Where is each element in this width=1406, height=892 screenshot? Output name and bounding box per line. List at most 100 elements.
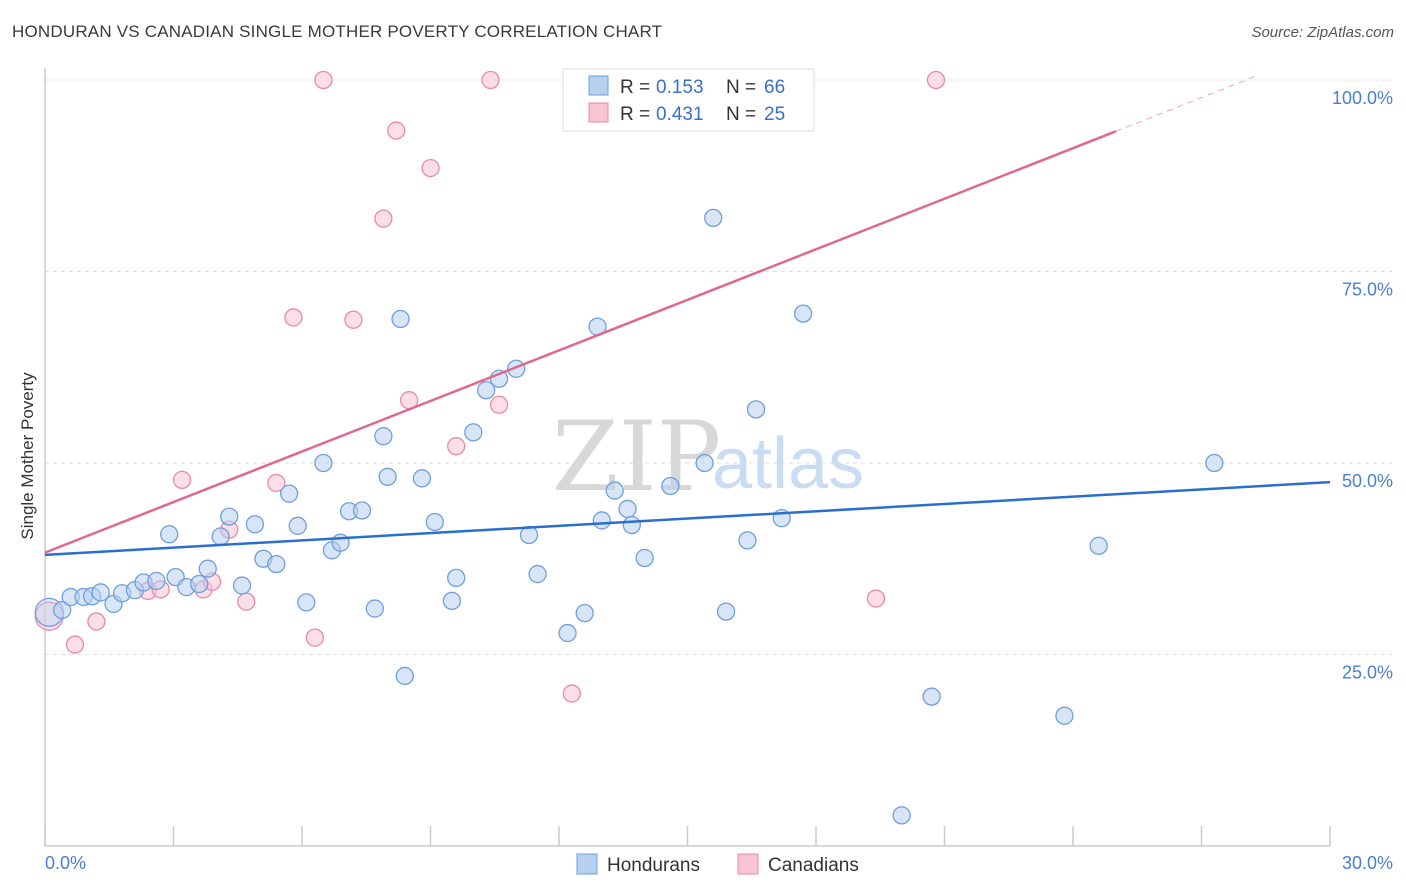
hondurans-point: [220, 507, 239, 526]
hondurans-point: [695, 453, 714, 473]
hondurans-point: [1205, 453, 1224, 473]
canadians-point: [447, 436, 466, 456]
hondurans-point: [661, 476, 680, 496]
watermark-atlas: atlas: [712, 424, 864, 504]
y-tick-labels: 25.0% 50.0% 75.0% 100.0%: [1332, 88, 1393, 683]
hondurans-point: [52, 600, 72, 620]
canadians-point: [172, 470, 192, 490]
hondurans-point: [198, 559, 217, 578]
x-tick-label-max: 30.0%: [1342, 853, 1393, 873]
hondurans-point: [892, 806, 911, 825]
trend-lines: [44, 75, 1331, 557]
hondurans-point: [91, 583, 110, 602]
bottom-legend: Hondurans Canadians: [576, 853, 859, 876]
canadians-point: [344, 310, 363, 329]
hondurans-point: [378, 467, 397, 486]
legend-n-label-hondurans: N =: [726, 77, 756, 98]
hondurans-point: [605, 481, 624, 500]
canadians-point: [489, 395, 509, 414]
watermark-zip: ZIP: [552, 401, 721, 513]
y-axis-label: Single Mother Poverty: [18, 372, 37, 540]
legend-r-label-hondurans: R =: [620, 77, 650, 98]
bottom-legend-canadians: Canadians: [768, 855, 859, 876]
hondurans-point: [160, 525, 179, 544]
hondurans-point: [211, 527, 230, 546]
hondurans-point: [442, 591, 462, 611]
hondurans-point: [477, 381, 496, 400]
hondurans-point: [922, 687, 941, 706]
chart-title: HONDURAN VS CANADIAN SINGLE MOTHER POVER…: [12, 22, 663, 41]
legend-r-value-canadians: 0.431: [656, 104, 704, 125]
hondurans-points: [34, 208, 1224, 825]
hondurans-point: [635, 548, 654, 568]
hondurans-point: [558, 623, 577, 643]
canadians-point: [481, 70, 500, 90]
canadians-point: [387, 121, 406, 140]
hondurans-point: [190, 574, 209, 594]
canadians-point: [65, 635, 85, 654]
canadians-point: [866, 589, 886, 608]
hondurans-point: [622, 515, 641, 535]
legend-box: R = 0.153 N = 66 R = 0.431 N = 25: [562, 68, 815, 132]
canadians-trend-line: [44, 130, 1117, 554]
legend-n-value-canadians: 25: [764, 104, 785, 125]
y-tick-label: 50.0%: [1342, 471, 1393, 491]
bottom-legend-hondurans: Hondurans: [607, 855, 700, 876]
hondurans-point: [314, 453, 333, 473]
legend-swatch-canadians: [588, 102, 609, 123]
bottom-legend-swatch-canadians: [737, 853, 759, 875]
hondurans-point: [746, 400, 766, 419]
hondurans-point: [245, 515, 265, 534]
hondurans-point: [288, 516, 307, 535]
hondurans-point: [1055, 706, 1074, 725]
hondurans-point: [279, 484, 299, 503]
canadians-point: [314, 70, 333, 90]
hondurans-point: [395, 666, 414, 686]
y-tick-label: 100.0%: [1332, 88, 1393, 108]
legend-swatch-hondurans: [588, 75, 609, 96]
canadians-point: [267, 473, 286, 493]
legend-r-value-hondurans: 0.153: [656, 77, 704, 98]
hondurans-point: [412, 469, 432, 488]
canadians-point: [562, 684, 581, 703]
hondurans-point: [374, 427, 393, 446]
hondurans-trend-line: [44, 480, 1331, 557]
hondurans-point: [297, 593, 316, 612]
hondurans-point: [794, 304, 813, 323]
grid-lines: [45, 79, 1392, 655]
x-tick-label-min: 0.0%: [45, 853, 86, 873]
y-tick-label: 25.0%: [1342, 663, 1393, 683]
hondurans-point: [447, 568, 466, 588]
hondurans-point: [147, 571, 166, 591]
legend-n-label-canadians: N =: [726, 104, 756, 125]
hondurans-point: [391, 309, 410, 329]
hondurans-point: [592, 511, 611, 530]
hondurans-point: [1089, 536, 1108, 555]
legend-n-value-hondurans: 66: [764, 77, 785, 98]
hondurans-point: [365, 599, 384, 618]
bottom-legend-swatch-hondurans: [576, 853, 598, 875]
hondurans-point: [267, 554, 286, 574]
hondurans-point: [232, 576, 252, 595]
hondurans-point: [738, 531, 757, 550]
canadians-point: [421, 158, 440, 178]
hondurans-point: [528, 564, 547, 584]
hondurans-point: [425, 512, 444, 532]
canadians-point: [305, 628, 325, 647]
hondurans-point: [464, 423, 483, 442]
hondurans-point: [716, 602, 736, 621]
canadians-point: [926, 70, 946, 90]
x-ticks: [44, 826, 1331, 846]
y-tick-label: 75.0%: [1342, 280, 1393, 300]
hondurans-point: [618, 499, 637, 519]
canadians-point: [87, 612, 106, 631]
hondurans-point: [575, 603, 594, 623]
watermark: ZIP atlas: [552, 401, 864, 513]
canadians-point: [374, 209, 393, 228]
source-credit: Source: ZipAtlas.com: [1251, 24, 1394, 41]
canadians-point: [237, 592, 256, 611]
canadians-point: [284, 308, 303, 327]
canadians-trend-extension: [1115, 75, 1258, 132]
hondurans-point: [704, 208, 723, 228]
